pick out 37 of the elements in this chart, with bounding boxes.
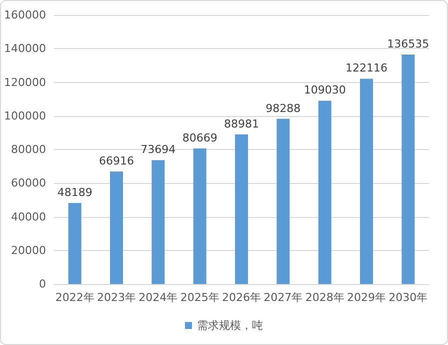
y-tick-label: 160000 xyxy=(4,8,46,22)
y-tick-label: 100000 xyxy=(4,109,46,122)
x-tick-label: 2025年 xyxy=(180,291,220,304)
x-tick-label: 2023年 xyxy=(96,291,136,304)
bar xyxy=(402,54,415,284)
data-label: 136535 xyxy=(387,37,430,50)
y-tick-label: 0 xyxy=(38,278,46,290)
x-tick-label: 2024年 xyxy=(138,291,178,304)
bar xyxy=(110,172,123,284)
y-tick-label: 60000 xyxy=(10,176,46,190)
data-label: 48189 xyxy=(57,186,92,199)
bar xyxy=(360,78,373,284)
data-label: 66916 xyxy=(98,154,134,168)
bar xyxy=(152,160,165,284)
legend-label: 需求规模，吨 xyxy=(197,319,263,332)
bar xyxy=(276,118,290,284)
y-tick-label: 20000 xyxy=(10,244,46,257)
x-tick-label: 2029年 xyxy=(347,291,386,304)
data-label: 73694 xyxy=(140,143,176,156)
data-label: 88981 xyxy=(224,117,259,130)
x-tick-label: 2026年 xyxy=(222,291,261,304)
y-tick-label: 40000 xyxy=(10,210,46,224)
x-tick-label: 2027年 xyxy=(264,291,303,304)
bar xyxy=(234,134,248,284)
x-tick-label: 2030年 xyxy=(388,291,428,304)
y-tick-label: 140000 xyxy=(4,42,46,56)
data-label: 80669 xyxy=(182,131,218,144)
bar xyxy=(68,202,82,284)
y-tick-label: 120000 xyxy=(4,76,46,89)
x-tick-label: 2022年 xyxy=(55,291,94,304)
data-label: 109030 xyxy=(304,84,346,97)
bar xyxy=(193,148,206,284)
data-label: 98288 xyxy=(266,102,301,115)
data-label: 122116 xyxy=(346,62,388,75)
y-tick-label: 80000 xyxy=(10,143,46,156)
bar xyxy=(318,100,332,284)
x-tick-label: 2028年 xyxy=(305,291,344,304)
